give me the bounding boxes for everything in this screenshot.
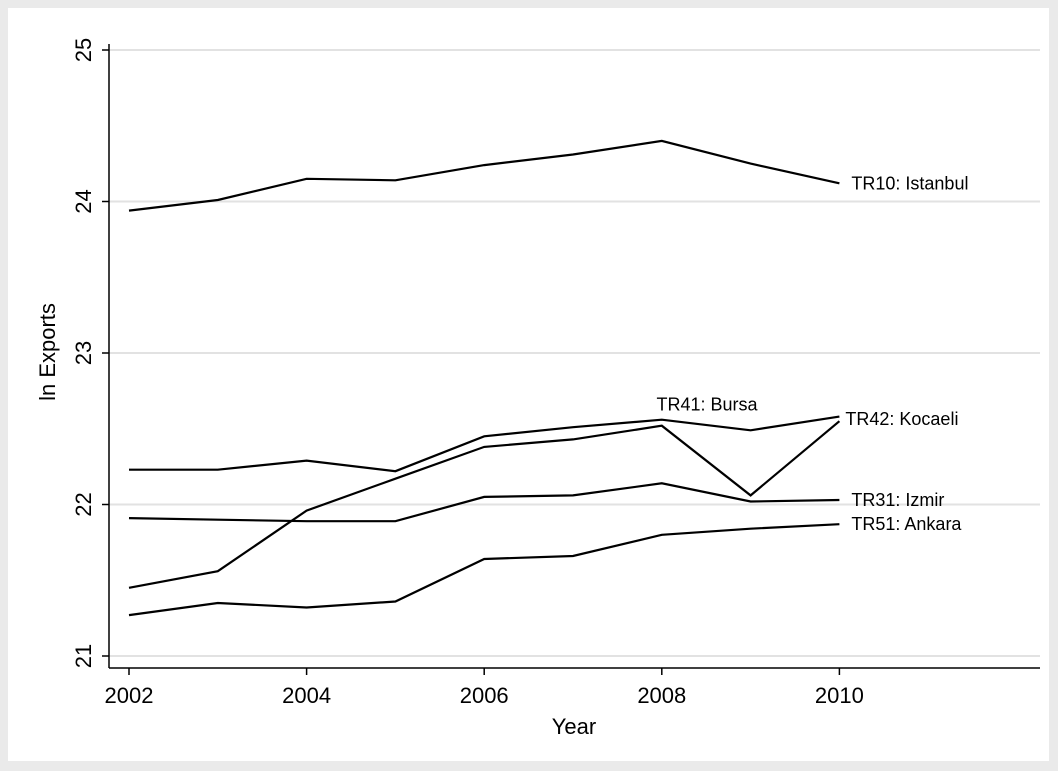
y-tick-label-23: 23	[71, 341, 96, 365]
y-tick-label-21: 21	[71, 644, 96, 668]
series-labels: TR10: Istanbul TR41: Bursa TR42: Kocaeli TR…	[656, 173, 968, 534]
series-line-ankara	[128, 523, 840, 617]
axes	[108, 44, 1040, 669]
x-tick-label-2004: 2004	[282, 683, 331, 708]
series-line-izmir	[128, 482, 840, 523]
x-tick-label-2008: 2008	[637, 683, 686, 708]
series-line-istanbul	[128, 139, 840, 212]
series-label-ankara: TR51: Ankara	[851, 514, 962, 534]
y-tick-label-24: 24	[71, 189, 96, 213]
series-label-bursa: TR41: Bursa	[656, 395, 758, 415]
series-line-bursa	[129, 415, 840, 473]
plot-region-background	[8, 8, 1049, 761]
series-label-kocaeli: TR42: Kocaeli	[845, 409, 958, 429]
y-tick-label-25: 25	[71, 38, 96, 62]
axis-ticks: 21 22 23 24 25 2002 2004 2006 2008 2010	[71, 38, 864, 708]
y-tick-label-22: 22	[71, 492, 96, 516]
series-line-kocaeli	[128, 420, 841, 589]
series-lines	[128, 139, 841, 617]
x-axis-title: Year	[552, 714, 596, 739]
grid-lines	[109, 49, 1040, 657]
series-label-izmir: TR31: Izmir	[851, 490, 944, 510]
x-tick-label-2002: 2002	[105, 683, 154, 708]
x-tick-label-2006: 2006	[460, 683, 509, 708]
y-axis-title: ln Exports	[35, 303, 60, 401]
series-label-istanbul: TR10: Istanbul	[851, 173, 968, 193]
x-tick-label-2010: 2010	[815, 683, 864, 708]
